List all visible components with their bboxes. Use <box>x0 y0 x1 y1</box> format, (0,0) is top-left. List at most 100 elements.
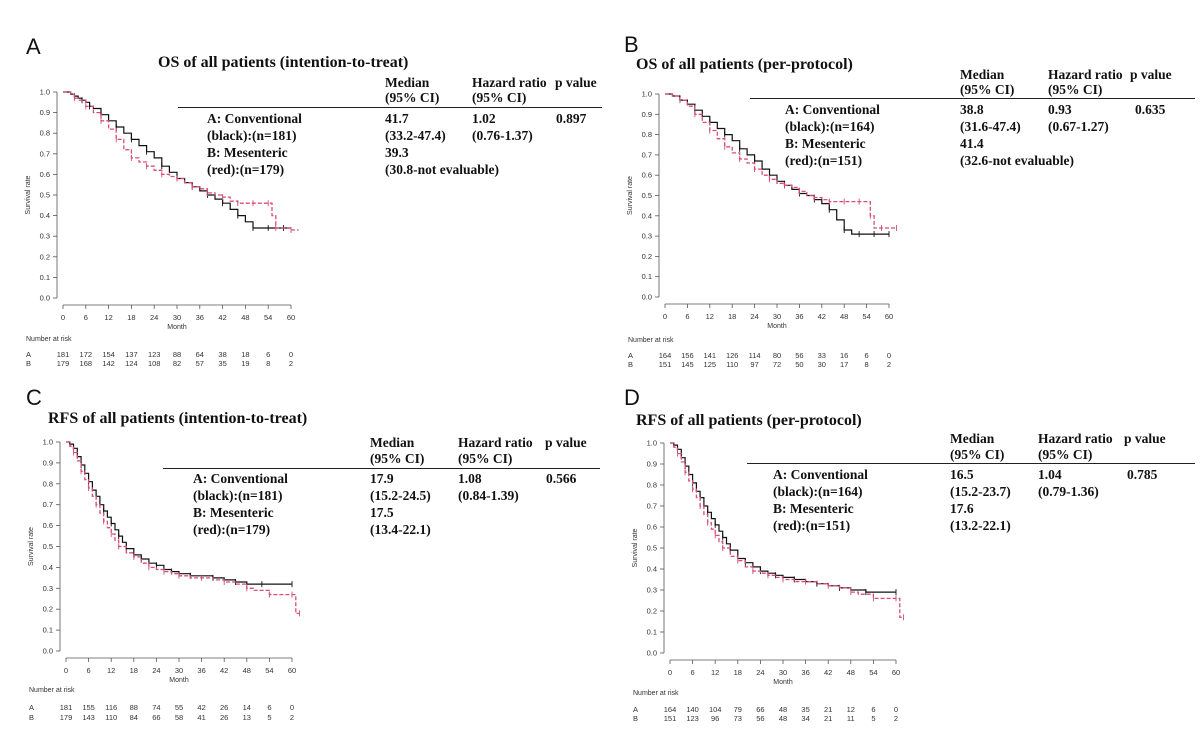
risk-count-b: 143 <box>82 713 95 722</box>
risk-count-b: 84 <box>130 713 138 722</box>
risk-count-b: 57 <box>196 359 204 368</box>
x-tick-label: 42 <box>818 312 826 321</box>
risk-count-b: 56 <box>756 714 764 723</box>
x-tick-label: 30 <box>175 666 183 675</box>
risk-count-b: 41 <box>197 713 205 722</box>
panel-letter: B <box>624 32 639 57</box>
y-tick-label: 0.8 <box>40 129 50 138</box>
y-tick-label: 1.0 <box>642 90 652 99</box>
p-value: 0.635 <box>1135 102 1166 117</box>
y-tick-label: 0.2 <box>647 607 657 616</box>
risk-count-b: 145 <box>681 360 694 369</box>
median-a-ci: (15.2-24.5) <box>370 488 431 503</box>
risk-count-b: 110 <box>105 713 117 722</box>
header-hazard-ratio: Hazard ratio <box>458 435 533 450</box>
x-axis-label: Month <box>767 323 787 330</box>
x-tick-label: 54 <box>264 313 272 322</box>
panel-title: RFS of all patients (intention-to-treat) <box>48 410 308 427</box>
header-p-value: p value <box>1130 67 1172 82</box>
x-tick-label: 6 <box>87 666 91 675</box>
risk-count-a: 172 <box>80 350 93 359</box>
risk-count-b: 8 <box>865 360 869 369</box>
y-tick-label: 0.3 <box>642 232 652 241</box>
y-tick-label: 0.7 <box>40 149 50 158</box>
y-tick-label: 0.1 <box>647 628 657 637</box>
risk-count-b: 2 <box>887 360 891 369</box>
hazard-ratio-ci: (0.76-1.37) <box>472 128 533 143</box>
y-tick-label: 0.7 <box>43 500 53 509</box>
risk-count-b: 30 <box>818 360 826 369</box>
risk-row-label-a: A <box>628 351 633 360</box>
group-a-n: (black):(n=164) <box>785 119 875 134</box>
median-b: 17.5 <box>370 505 394 520</box>
risk-count-a: 181 <box>60 703 73 712</box>
median-b-ci: (30.8-not evaluable) <box>385 162 499 177</box>
y-tick-label: 0.2 <box>40 252 50 261</box>
median-b: 17.6 <box>950 501 974 516</box>
y-tick-label: 0.2 <box>43 605 53 614</box>
header-hazard-ratio-ci: (95% CI) <box>1038 447 1093 462</box>
risk-count-b: 2 <box>290 713 294 722</box>
risk-count-a: 155 <box>82 703 95 712</box>
risk-row-label-a: A <box>29 703 34 712</box>
x-tick-label: 0 <box>64 666 68 675</box>
risk-count-a: 141 <box>704 351 717 360</box>
number-at-risk-title: Number at risk <box>633 690 679 697</box>
risk-count-b: 19 <box>241 359 249 368</box>
median-a-ci: (33.2-47.4) <box>385 128 446 143</box>
x-tick-label: 24 <box>150 313 158 322</box>
panel-title: OS of all patients (intention-to-treat) <box>158 54 409 71</box>
x-tick-label: 36 <box>196 313 204 322</box>
survival-curve-black <box>670 442 896 593</box>
y-tick-label: 0.2 <box>642 252 652 261</box>
risk-count-b: 17 <box>840 360 848 369</box>
group-b-n: (red):(n=179) <box>207 162 285 177</box>
y-tick-label: 0.4 <box>40 211 50 220</box>
header-median: Median <box>385 75 430 90</box>
header-hazard-ratio: Hazard ratio <box>1048 67 1123 82</box>
panel-letter: C <box>26 385 42 410</box>
km-chart: 0.0 0.1 0.2 0.3 0.4 0.5 0.6 0.7 0.8 0.9 1.0 0 6 12 18 2… <box>632 439 904 723</box>
risk-count-a: 55 <box>175 703 183 712</box>
risk-count-a: 80 <box>773 351 781 360</box>
table-rule <box>750 98 1195 99</box>
x-tick-label: 12 <box>107 666 115 675</box>
x-tick-label: 60 <box>885 312 893 321</box>
x-tick-label: 60 <box>287 313 295 322</box>
x-axis-label: Month <box>167 324 187 331</box>
y-tick-label: 0.5 <box>43 542 53 551</box>
x-tick-label: 18 <box>728 312 736 321</box>
risk-count-a: 56 <box>795 351 803 360</box>
x-tick-label: 12 <box>711 668 719 677</box>
header-p-value: p value <box>555 75 597 90</box>
header-median: Median <box>960 67 1005 82</box>
y-tick-label: 0.9 <box>642 110 652 119</box>
x-tick-label: 24 <box>152 666 160 675</box>
risk-row-label-b: B <box>628 360 633 369</box>
x-tick-label: 48 <box>241 313 249 322</box>
x-tick-label: 54 <box>869 668 877 677</box>
x-tick-label: 6 <box>691 668 695 677</box>
risk-count-b: 97 <box>750 360 758 369</box>
median-a: 38.8 <box>960 102 984 117</box>
median-b: 39.3 <box>385 145 409 160</box>
risk-count-a: 181 <box>57 350 70 359</box>
header-median: Median <box>950 431 995 446</box>
x-axis-label: Month <box>169 677 189 684</box>
risk-count-a: 137 <box>125 350 138 359</box>
risk-count-a: 18 <box>241 350 249 359</box>
header-hazard-ratio: Hazard ratio <box>472 75 547 90</box>
risk-count-b: 125 <box>704 360 717 369</box>
risk-count-b: 108 <box>148 359 161 368</box>
median-a: 17.9 <box>370 471 394 486</box>
risk-count-a: 35 <box>801 705 809 714</box>
y-tick-label: 0.7 <box>642 150 652 159</box>
x-tick-label: 18 <box>734 668 742 677</box>
x-tick-label: 18 <box>127 313 135 322</box>
risk-count-a: 6 <box>266 350 270 359</box>
risk-count-a: 123 <box>148 350 161 359</box>
risk-count-a: 164 <box>659 351 672 360</box>
survival-curve-red <box>665 93 897 229</box>
km-chart: 0.0 0.1 0.2 0.3 0.4 0.5 0.6 0.7 0.8 0.9 1.0 0 6 12 18 2… <box>28 438 300 722</box>
risk-count-b: 11 <box>847 714 855 723</box>
